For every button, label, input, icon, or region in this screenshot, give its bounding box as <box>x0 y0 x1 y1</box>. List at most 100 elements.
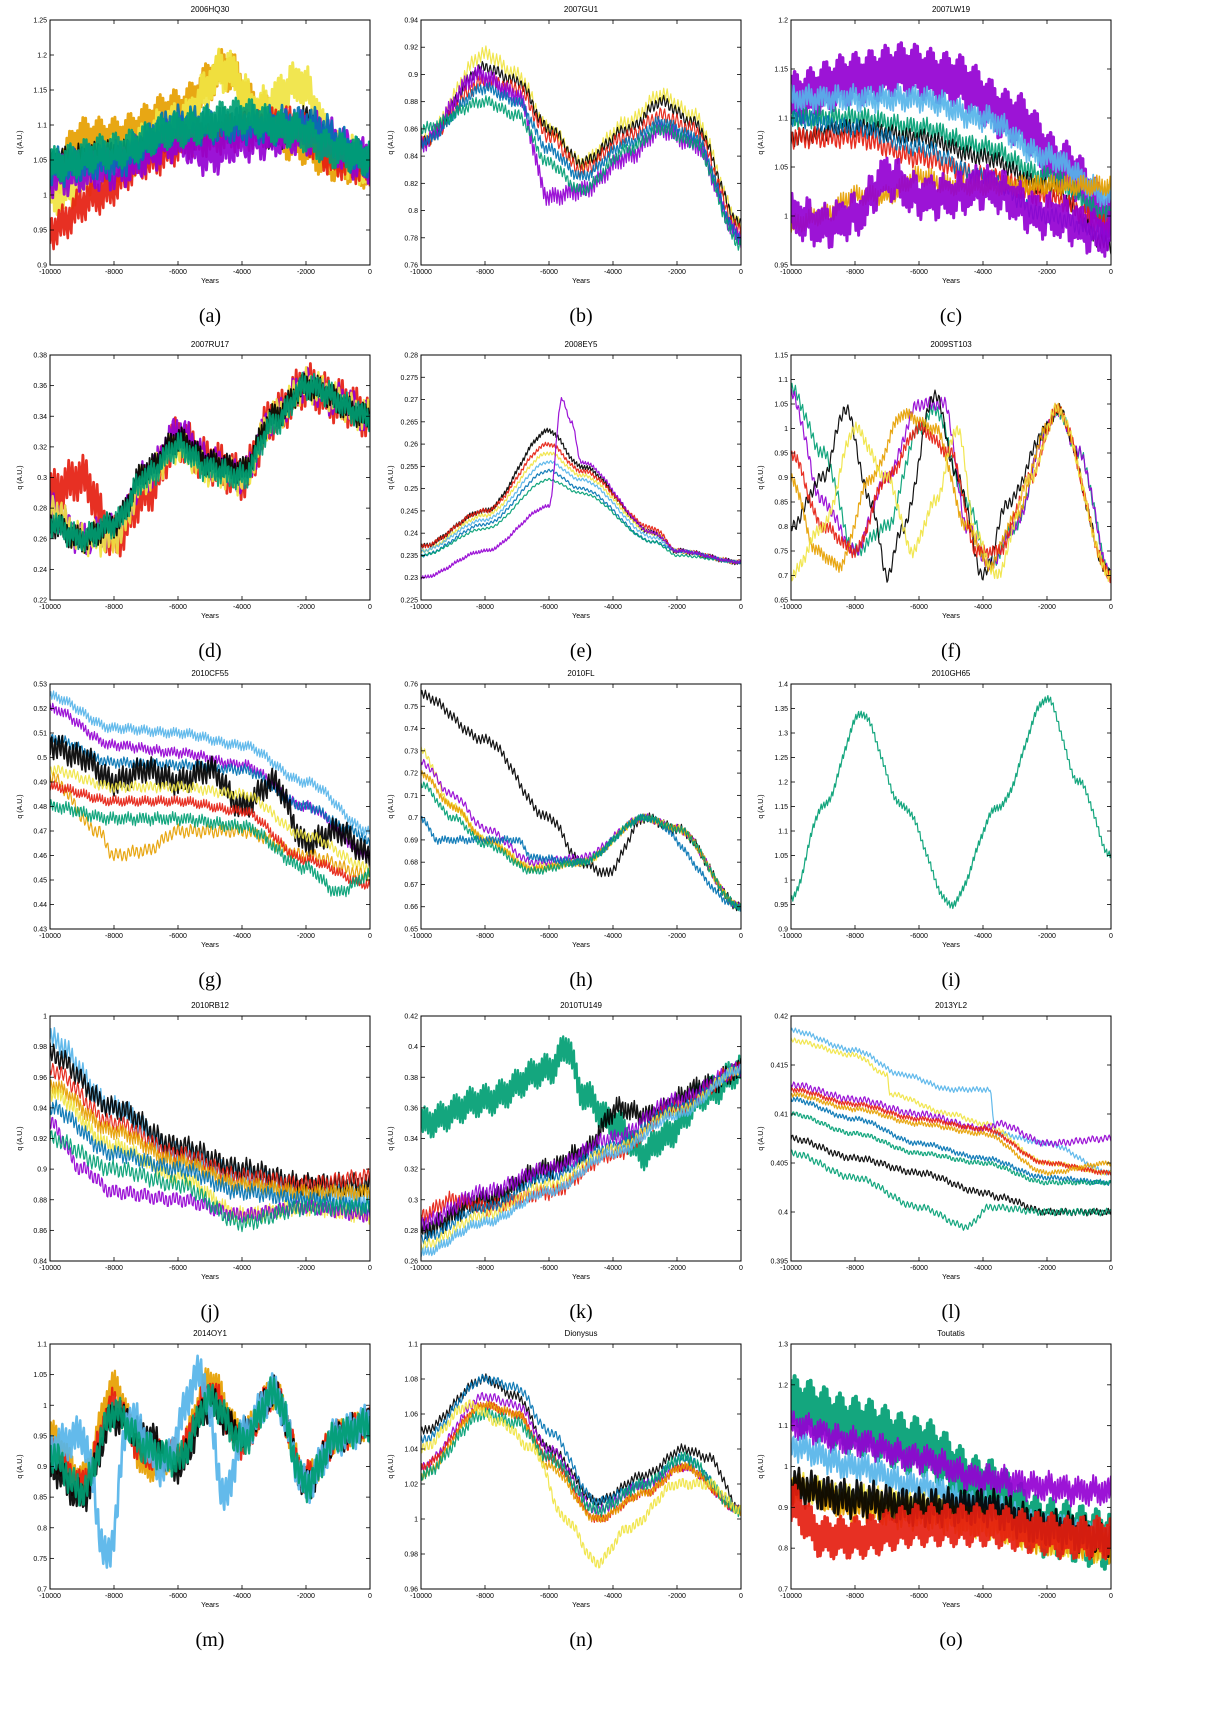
y-tick-label: 1.2 <box>778 1382 788 1389</box>
x-axis-label: Years <box>572 278 590 285</box>
x-axis-label: Years <box>942 1602 960 1609</box>
subfigure-caption: (o) <box>939 1629 963 1651</box>
y-tick-label: 0.3 <box>408 1197 418 1204</box>
x-tick-label: -4000 <box>233 1265 251 1272</box>
x-tick-label: -6000 <box>169 604 187 611</box>
y-tick-label: 0.95 <box>774 902 788 909</box>
plot-frame <box>790 19 1112 266</box>
y-tick-label: 0.8 <box>778 524 788 531</box>
x-tick-label: -2000 <box>297 269 315 276</box>
series-line <box>791 41 1111 242</box>
x-tick-label: -8000 <box>846 933 864 940</box>
chart-title: 2010CF55 <box>191 669 229 678</box>
y-axis-label: q (A.U.) <box>758 1454 765 1478</box>
x-tick-label: -10000 <box>410 933 432 940</box>
y-tick-label: 0.44 <box>33 902 47 909</box>
plot-frame <box>420 19 742 266</box>
x-tick-label: -4000 <box>974 933 992 940</box>
y-axis-label: q (A.U.) <box>17 465 24 489</box>
y-tick-label: 0.67 <box>404 882 418 889</box>
x-tick-label: -2000 <box>297 1593 315 1600</box>
y-tick-label: 1 <box>784 878 788 885</box>
series-line <box>791 1081 1111 1148</box>
series-line <box>421 441 741 565</box>
y-axis-label: q (A.U.) <box>388 465 395 489</box>
y-tick-label: 1.1 <box>37 1342 47 1349</box>
x-tick-label: -6000 <box>910 1265 928 1272</box>
y-tick-label: 0.41 <box>774 1112 788 1119</box>
y-tick-label: 0.96 <box>404 1587 418 1594</box>
series-group <box>421 396 741 580</box>
y-tick-label: 1.3 <box>778 1342 788 1349</box>
x-axis-label: Years <box>942 942 960 949</box>
x-tick-label: 0 <box>368 933 372 940</box>
series-line <box>791 402 1111 582</box>
y-tick-label: 0.72 <box>404 771 418 778</box>
plot-frame <box>790 1015 1112 1262</box>
series-group <box>421 689 741 912</box>
x-tick-label: -6000 <box>540 1265 558 1272</box>
y-tick-label: 0.4 <box>778 1210 788 1217</box>
y-tick-label: 0.66 <box>404 904 418 911</box>
chart-svg: 2010CF55 -10000 -8000 -6000 -4000 -2000 0 0.43 0… <box>17 669 372 949</box>
x-tick-label: -10000 <box>780 269 802 276</box>
x-tick-label: -4000 <box>974 1593 992 1600</box>
x-tick-label: 0 <box>1109 604 1113 611</box>
series-line <box>791 1096 1111 1186</box>
x-tick-label: 0 <box>368 269 372 276</box>
y-tick-label: 1.25 <box>33 18 47 25</box>
y-tick-label: 1 <box>784 1464 788 1471</box>
y-tick-label: 0.9 <box>778 475 788 482</box>
y-tick-label: 0.75 <box>774 549 788 556</box>
chart-title: 2007LW19 <box>932 5 971 14</box>
y-tick-label: 1.02 <box>404 1482 418 1489</box>
x-tick-label: -6000 <box>910 604 928 611</box>
y-tick-label: 0.85 <box>774 500 788 507</box>
x-tick-label: -6000 <box>169 1593 187 1600</box>
series-group <box>421 1373 741 1569</box>
series-line <box>421 477 741 564</box>
subfigure-caption: (n) <box>569 1629 593 1651</box>
x-tick-label: -4000 <box>233 604 251 611</box>
y-tick-label: 1.1 <box>37 123 47 130</box>
chart-title: Dionysus <box>565 1329 598 1338</box>
chart-panel: 2010TU149 -10000 -8000 -6000 -4000 -2000 0 0.26… <box>376 996 776 1336</box>
y-tick-label: 1.08 <box>404 1377 418 1384</box>
chart-panel: 2010GH65 -10000 -8000 -6000 -4000 -2000 0 0.9 0.… <box>746 664 1146 1004</box>
x-tick-label: 0 <box>368 1593 372 1600</box>
y-tick-label: 0.8 <box>408 208 418 215</box>
series-group <box>421 45 741 251</box>
x-tick-label: -10000 <box>410 1593 432 1600</box>
x-tick-label: -4000 <box>604 1265 622 1272</box>
series-line <box>421 770 741 911</box>
y-tick-label: 0.52 <box>33 706 47 713</box>
series-line <box>421 1401 741 1523</box>
chart-svg: 2006HQ30 -10000 -8000 -6000 -4000 -2000 0 0.9 0.… <box>17 5 372 285</box>
y-tick-label: 0.24 <box>404 531 418 538</box>
x-tick-label: -2000 <box>1038 1265 1056 1272</box>
x-tick-label: -4000 <box>604 604 622 611</box>
y-tick-label: 0.26 <box>404 1259 418 1266</box>
chart-panel: 2010FL -10000 -8000 -6000 -4000 -2000 0 0.65 0.6… <box>376 664 776 1004</box>
series-line <box>50 1376 370 1507</box>
plot-frame <box>790 683 1112 930</box>
chart-panel: 2007RU17 -10000 -8000 -6000 -4000 -2000 0 0.22 0… <box>5 335 405 675</box>
x-tick-label: -10000 <box>780 933 802 940</box>
chart-title: 2008EY5 <box>565 340 598 349</box>
x-tick-label: 0 <box>1109 933 1113 940</box>
x-tick-label: -2000 <box>1038 1593 1056 1600</box>
y-tick-label: 0.49 <box>33 780 47 787</box>
x-tick-label: -6000 <box>169 1265 187 1272</box>
x-axis-label: Years <box>201 613 219 620</box>
y-tick-label: 0.98 <box>404 1552 418 1559</box>
y-tick-label: 0.24 <box>33 567 47 574</box>
x-tick-label: -4000 <box>233 1593 251 1600</box>
x-tick-label: -2000 <box>1038 269 1056 276</box>
series-line <box>791 389 1111 583</box>
chart-svg: 2014OY1 -10000 -8000 -6000 -4000 -2000 0 0.7 0.7… <box>17 1329 372 1609</box>
y-tick-label: 0.28 <box>404 353 418 360</box>
y-tick-label: 0.53 <box>33 682 47 689</box>
subfigure-caption: (d) <box>198 640 222 662</box>
x-tick-label: -4000 <box>604 269 622 276</box>
x-tick-label: -8000 <box>105 269 123 276</box>
